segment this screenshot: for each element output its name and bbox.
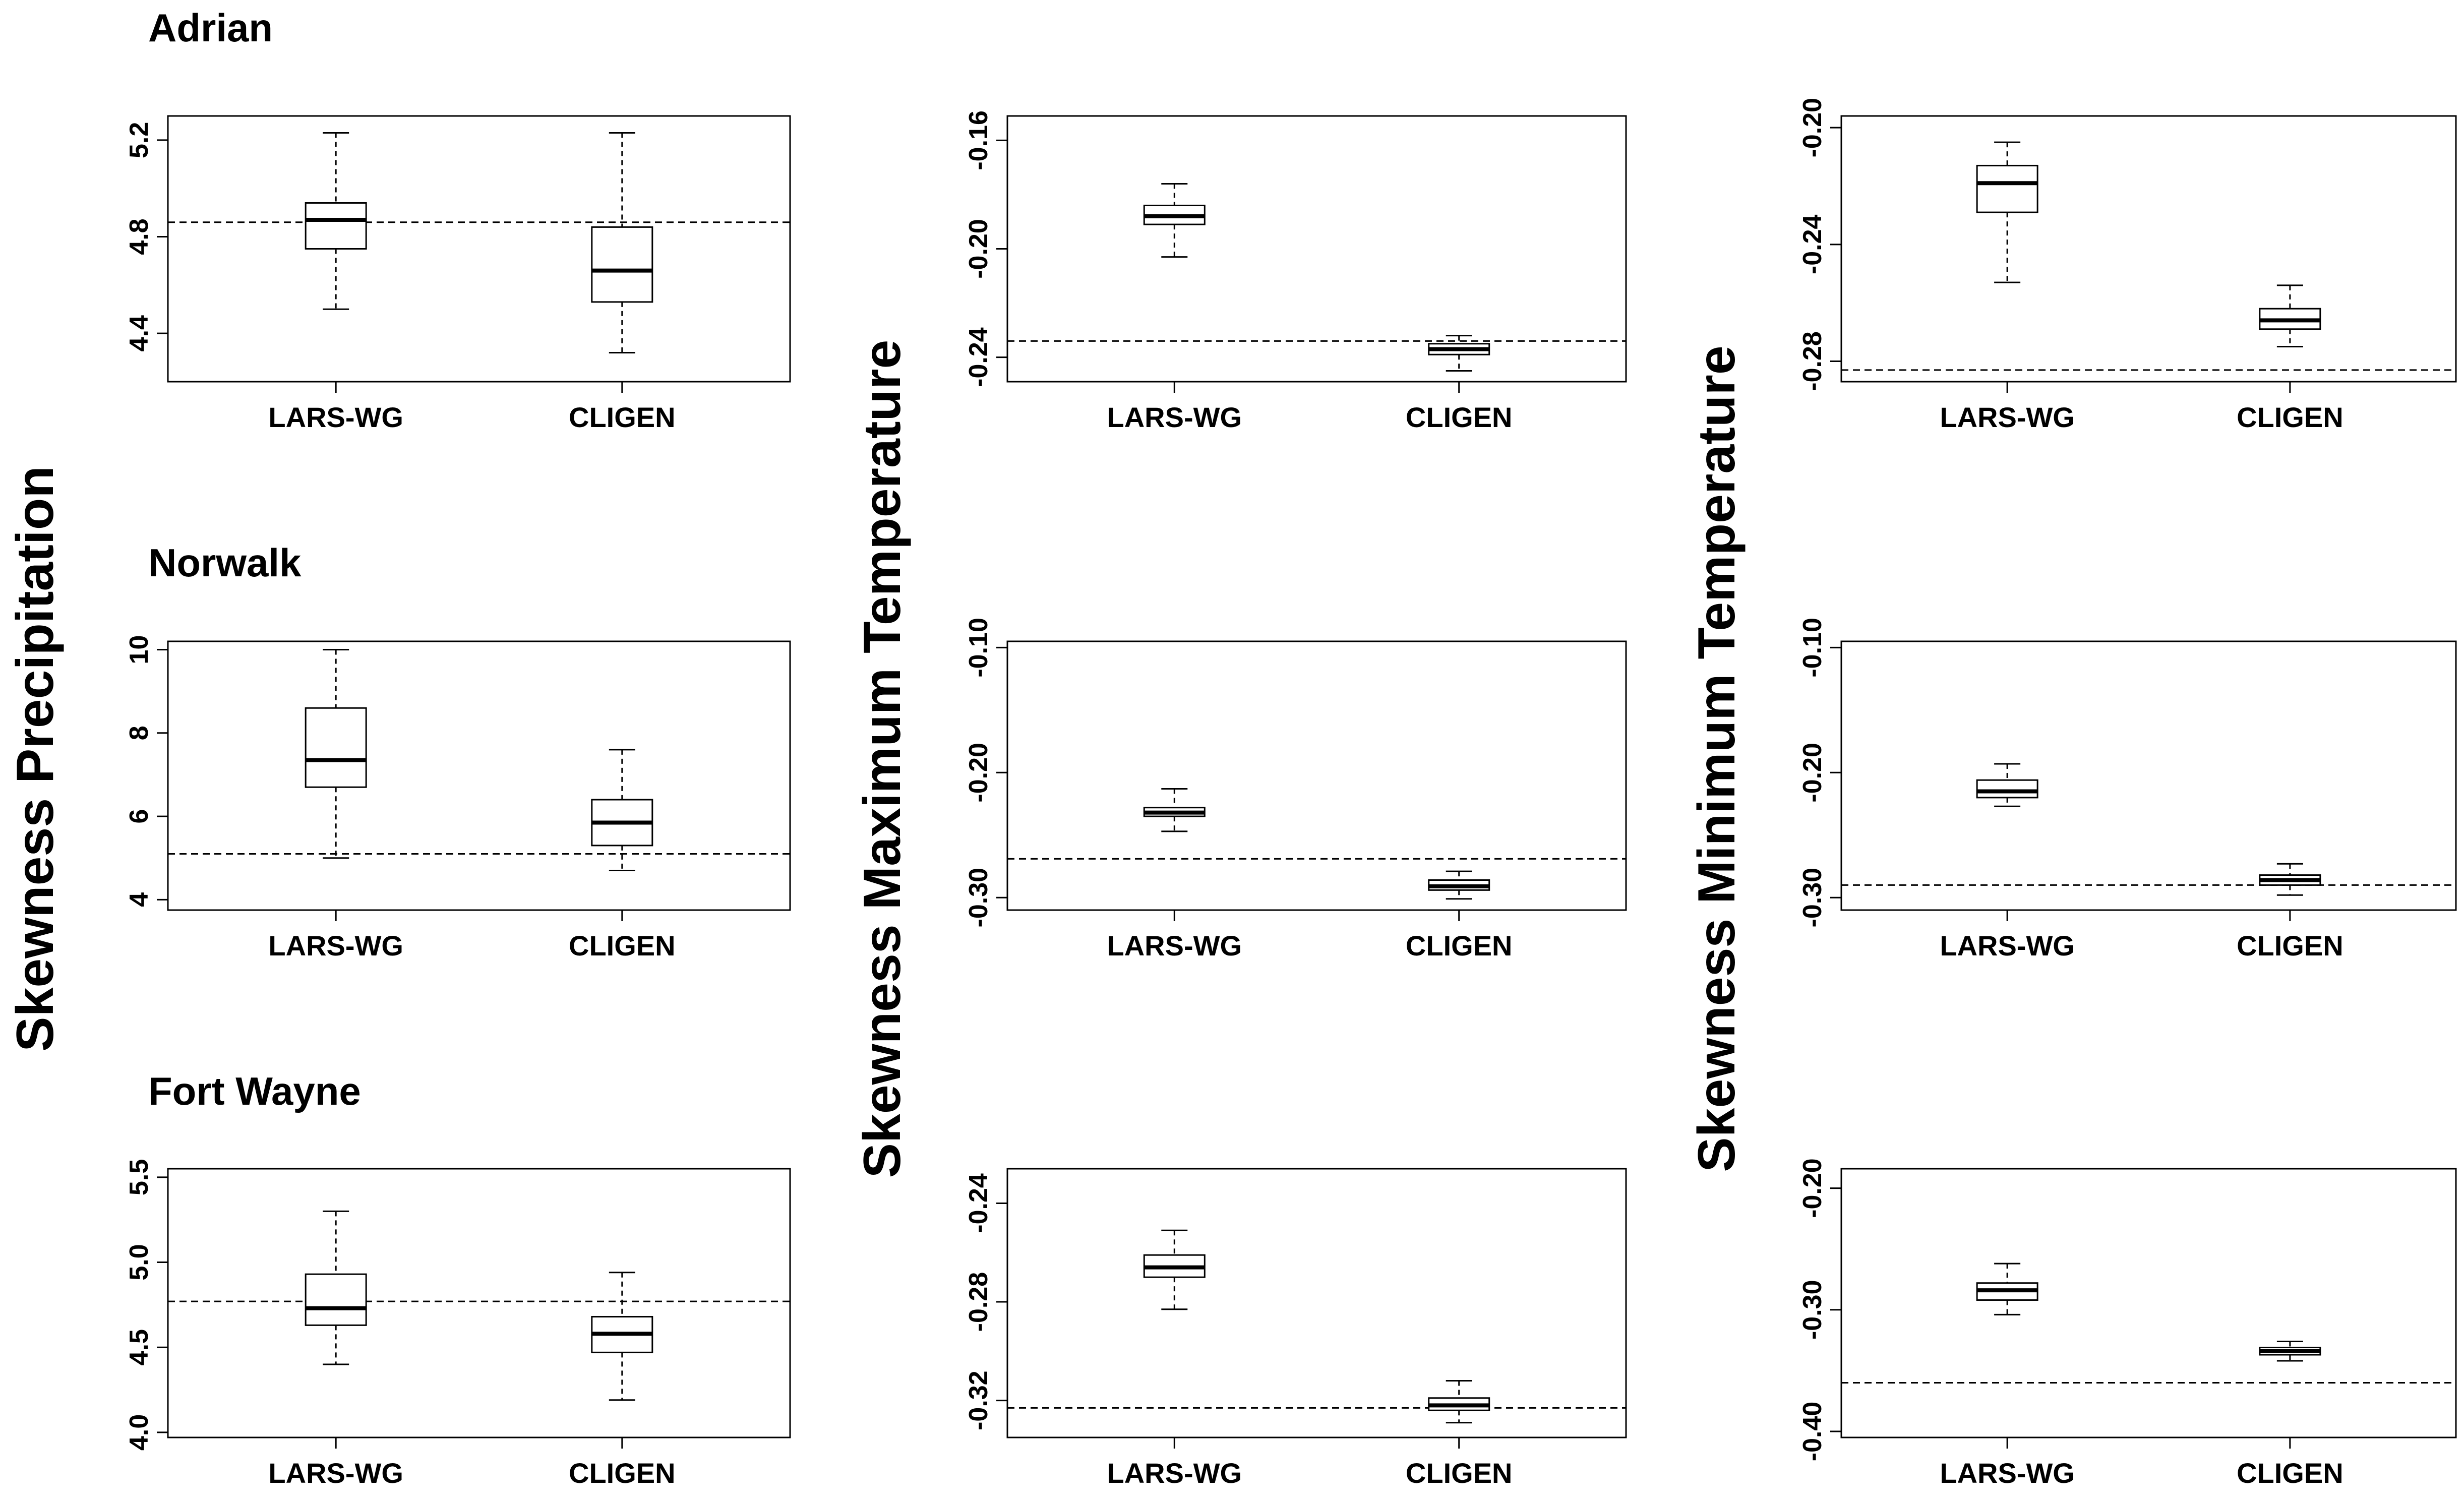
- y-tick-label: -0.20: [1798, 743, 1827, 803]
- box-lars-wg: [1143, 788, 1206, 832]
- panel-norwalk-skewness-precipitation: 4 6 8 10 LARS-WG CLIGEN: [125, 635, 791, 962]
- box-iqr: [1976, 164, 2038, 213]
- panel-fort-wayne-skewness-precipitation: 4.0 4.5 5.0 5.5 LARS-WG CLIGEN: [125, 1159, 791, 1489]
- y-tick-label: 8: [125, 726, 154, 740]
- box-iqr: [305, 1273, 367, 1326]
- panel-norwalk-skewness-maximum-temperature: -0.30 -0.20 -0.10 LARS-WG CLIGEN: [964, 618, 1627, 962]
- plot-frame: [167, 640, 791, 911]
- plot-frame: [167, 1168, 791, 1438]
- x-category-label: CLIGEN: [2237, 930, 2343, 962]
- x-category-label: LARS-WG: [1940, 1457, 2075, 1489]
- plot-frame: [167, 115, 791, 383]
- y-tick-label: -0.20: [964, 219, 993, 279]
- panel-fort-wayne-skewness-minimum-temperature: -0.40 -0.30 -0.20 LARS-WG CLIGEN: [1798, 1158, 2457, 1489]
- y-tick-label: 4.4: [125, 315, 154, 351]
- boxplot-panels: 4.4 4.8 5.2 LARS-WG CLIGEN -0.24 -0.20 -0.16 LAR…: [125, 98, 2457, 1489]
- panel-fort-wayne-skewness-maximum-temperature: -0.32 -0.28 -0.24 LARS-WG CLIGEN: [964, 1168, 1627, 1489]
- site-title-fort-wayne: Fort Wayne: [148, 1069, 361, 1113]
- box-iqr: [305, 707, 367, 788]
- ylabel-min-temperature: Skewness Minimum Temperature: [1688, 345, 1746, 1172]
- x-category-label: LARS-WG: [1940, 930, 2075, 962]
- x-category-label: CLIGEN: [569, 1457, 676, 1489]
- y-tick-label: -0.30: [1798, 868, 1827, 928]
- y-tick-label: -0.28: [1798, 331, 1827, 391]
- y-tick-label: 4.8: [125, 218, 154, 255]
- x-category-label: LARS-WG: [1107, 401, 1242, 433]
- plot-frame: [1006, 640, 1627, 911]
- box-iqr: [591, 226, 653, 303]
- x-category-label: LARS-WG: [1107, 930, 1242, 962]
- y-tick-label: -0.40: [1798, 1402, 1827, 1462]
- y-tick-label: 6: [125, 809, 154, 824]
- x-category-label: CLIGEN: [2237, 1457, 2343, 1489]
- y-tick-label: 4.5: [125, 1329, 154, 1365]
- panel-adrian-skewness-minimum-temperature: -0.28 -0.24 -0.20 LARS-WG CLIGEN: [1798, 98, 2457, 433]
- x-category-label: CLIGEN: [2237, 401, 2343, 433]
- box-lars-wg: [305, 1210, 367, 1365]
- y-tick-label: -0.10: [964, 618, 993, 678]
- box-lars-wg: [1976, 763, 2038, 807]
- y-tick-label: -0.24: [1798, 214, 1827, 274]
- x-category-label: CLIGEN: [1406, 1457, 1513, 1489]
- y-tick-label: -0.30: [964, 868, 993, 928]
- box-cligen: [2259, 1340, 2321, 1362]
- y-tick-label: -0.28: [964, 1272, 993, 1332]
- box-lars-wg: [1976, 141, 2038, 283]
- x-category-label: CLIGEN: [569, 401, 676, 433]
- ylabel-max-temperature: Skewness Maximum Temperature: [853, 340, 912, 1178]
- y-tick-label: 5.0: [125, 1244, 154, 1280]
- panel-adrian-skewness-precipitation: 4.4 4.8 5.2 LARS-WG CLIGEN: [125, 115, 791, 433]
- y-tick-label: -0.20: [964, 743, 993, 803]
- x-category-label: LARS-WG: [1940, 401, 2075, 433]
- x-category-label: CLIGEN: [1406, 930, 1513, 962]
- site-title-norwalk: Norwalk: [148, 541, 302, 585]
- box-lars-wg: [1143, 183, 1206, 258]
- y-tick-label: -0.24: [964, 327, 993, 387]
- y-tick-label: 5.5: [125, 1159, 154, 1195]
- box-cligen: [1428, 335, 1490, 372]
- y-tick-label: -0.16: [964, 110, 993, 170]
- x-category-label: LARS-WG: [1107, 1457, 1242, 1489]
- box-cligen: [1428, 1380, 1490, 1424]
- box-cligen: [591, 1272, 653, 1401]
- box-lars-wg: [305, 132, 367, 310]
- y-tick-label: -0.32: [964, 1370, 993, 1430]
- y-tick-label: 10: [125, 635, 154, 665]
- x-category-label: LARS-WG: [268, 930, 403, 962]
- x-category-label: CLIGEN: [569, 930, 676, 962]
- plot-frame: [1840, 640, 2457, 911]
- box-iqr: [1976, 779, 2038, 799]
- panel-norwalk-skewness-minimum-temperature: -0.30 -0.20 -0.10 LARS-WG CLIGEN: [1798, 618, 2457, 962]
- x-category-label: CLIGEN: [1406, 401, 1513, 433]
- plot-frame: [1840, 1168, 2457, 1438]
- panel-adrian-skewness-maximum-temperature: -0.24 -0.20 -0.16 LARS-WG CLIGEN: [964, 110, 1627, 433]
- box-cligen: [2259, 863, 2321, 896]
- box-cligen: [591, 749, 653, 871]
- site-title-adrian: Adrian: [148, 6, 273, 50]
- plot-frame: [1006, 1168, 1627, 1438]
- box-iqr: [305, 202, 367, 250]
- x-category-label: LARS-WG: [268, 1457, 403, 1489]
- y-tick-label: 4: [125, 892, 154, 907]
- box-cligen: [1428, 870, 1490, 900]
- box-lars-wg: [1976, 1263, 2038, 1315]
- y-tick-label: 4.0: [125, 1414, 154, 1451]
- y-tick-label: -0.10: [1798, 618, 1827, 678]
- y-tick-label: -0.24: [964, 1173, 993, 1233]
- plot-frame: [1840, 115, 2457, 383]
- y-tick-label: -0.30: [1798, 1280, 1827, 1340]
- box-lars-wg: [1143, 1229, 1206, 1310]
- y-tick-label: -0.20: [1798, 1158, 1827, 1218]
- box-lars-wg: [305, 649, 367, 859]
- ylabel-precipitation: Skewness Precipitation: [6, 466, 65, 1052]
- box-cligen: [591, 132, 653, 354]
- box-cligen: [2259, 284, 2321, 348]
- y-tick-label: 5.2: [125, 122, 154, 158]
- plot-frame: [1006, 115, 1627, 383]
- x-category-label: LARS-WG: [268, 401, 403, 433]
- y-tick-label: -0.20: [1798, 98, 1827, 158]
